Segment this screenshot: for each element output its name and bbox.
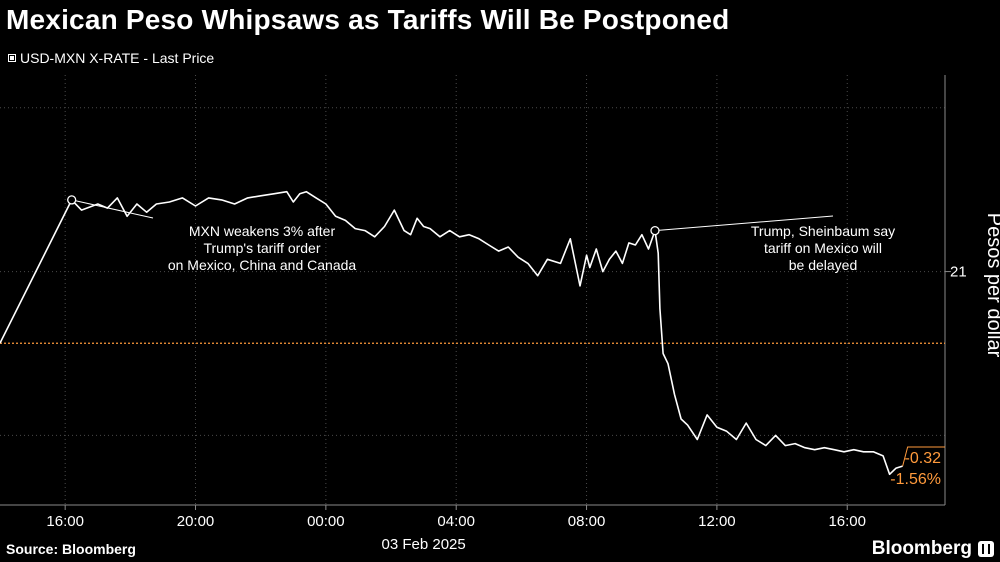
x-date-label: 03 Feb 2025 bbox=[381, 536, 465, 553]
legend: USD-MXN X-RATE - Last Price bbox=[8, 50, 214, 66]
last-value-percent: -1.56% bbox=[890, 471, 941, 488]
brand-name: Bloomberg bbox=[871, 538, 972, 559]
x-tick-label-5: 12:00 bbox=[698, 513, 736, 530]
annotation-text-2-line-2: be delayed bbox=[789, 257, 858, 273]
series-line-usd-mxn bbox=[0, 190, 903, 476]
x-tick-label-6: 16:00 bbox=[828, 513, 866, 530]
bloomberg-terminal-icon bbox=[978, 541, 994, 557]
x-tick-label-0: 16:00 bbox=[46, 513, 84, 530]
source-note: Source: Bloomberg bbox=[6, 541, 136, 557]
x-tick-label-4: 08:00 bbox=[568, 513, 606, 530]
last-value-connector bbox=[902, 446, 945, 467]
brand-logo: Bloomberg bbox=[872, 538, 994, 560]
annotation-text-1-line-2: on Mexico, China and Canada bbox=[168, 257, 357, 273]
chart-title: Mexican Peso Whipsaws as Tariffs Will Be… bbox=[6, 4, 730, 35]
annotation-text-2-line-1: tariff on Mexico will bbox=[764, 240, 882, 256]
legend-swatch-icon bbox=[8, 54, 16, 62]
x-tick-label-2: 00:00 bbox=[307, 513, 345, 530]
legend-label: USD-MXN X-RATE - Last Price bbox=[20, 50, 215, 66]
annotation-text-1-line-1: Trump's tariff order bbox=[203, 240, 320, 256]
y-tick-label-0: 21 bbox=[950, 264, 967, 281]
x-tick-label-3: 04:00 bbox=[437, 513, 475, 530]
annotation-leader-1 bbox=[71, 199, 154, 219]
x-tick-label-1: 20:00 bbox=[177, 513, 215, 530]
annotation-text-2-line-0: Trump, Sheinbaum say bbox=[751, 223, 895, 239]
last-value-change: -0.32 bbox=[905, 450, 942, 467]
y-axis-label: Pesos per dollar bbox=[983, 213, 1000, 358]
annotation-marker-1 bbox=[67, 195, 77, 205]
annotation-leader-2 bbox=[654, 215, 834, 232]
annotation-text-1-line-0: MXN weakens 3% after bbox=[189, 223, 336, 239]
annotation-marker-2 bbox=[650, 225, 660, 236]
